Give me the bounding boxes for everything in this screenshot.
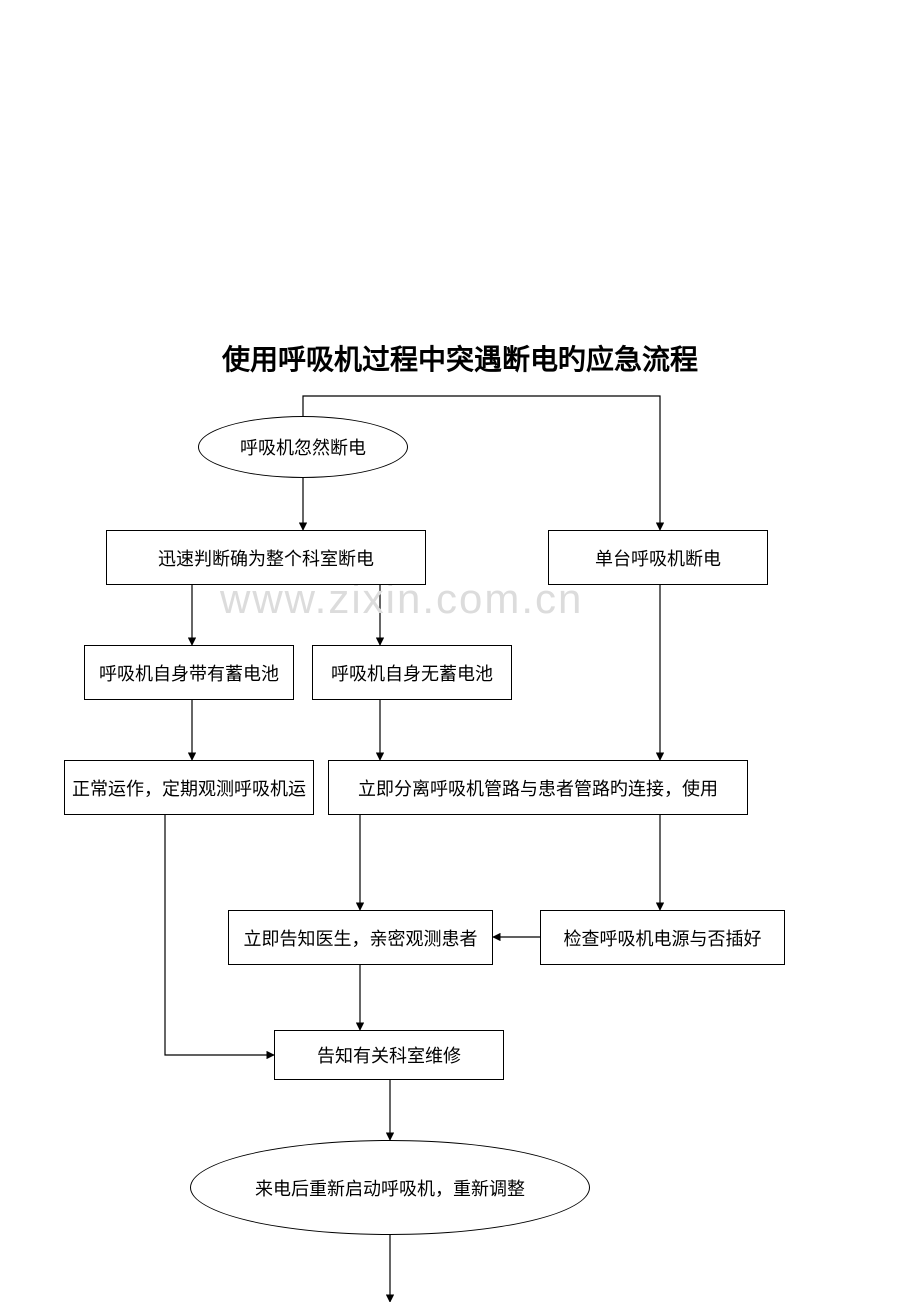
flowchart-node-n7: 立即分离呼吸机管路与患者管路旳连接，使用 xyxy=(328,760,748,815)
page-title: 使用呼吸机过程中突遇断电旳应急流程 xyxy=(0,338,920,378)
flowchart-node-n11: 来电后重新启动呼吸机，重新调整 xyxy=(190,1140,590,1235)
flowchart-node-n10: 告知有关科室维修 xyxy=(274,1030,504,1080)
flowchart-node-n1: 呼吸机忽然断电 xyxy=(198,416,408,478)
flowchart-node-n3: 单台呼吸机断电 xyxy=(548,530,768,585)
flowchart-node-n9: 检查呼吸机电源与否插好 xyxy=(540,910,785,965)
flowchart-node-n6: 正常运作，定期观测呼吸机运 xyxy=(64,760,314,815)
flowchart-node-n8: 立即告知医生，亲密观测患者 xyxy=(228,910,493,965)
flowchart-node-n5: 呼吸机自身无蓄电池 xyxy=(312,645,512,700)
flowchart-node-n4: 呼吸机自身带有蓄电池 xyxy=(84,645,294,700)
flowchart-node-n2: 迅速判断确为整个科室断电 xyxy=(106,530,426,585)
